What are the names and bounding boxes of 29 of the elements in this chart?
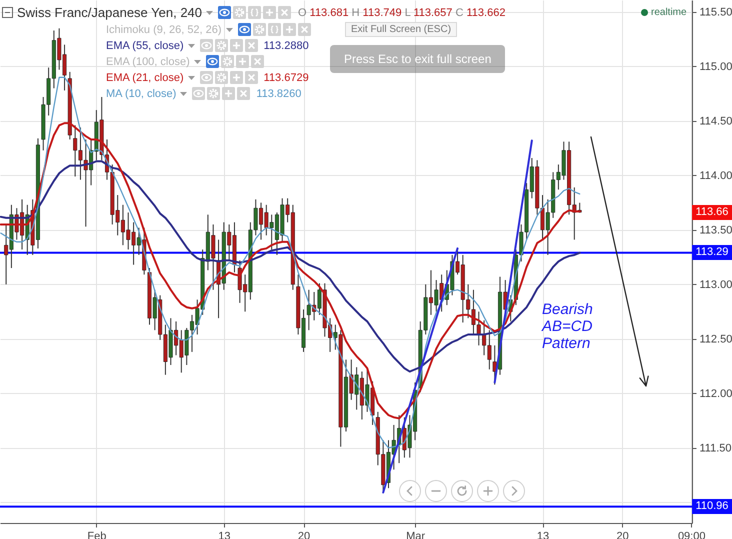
y-tick-label: 114.50 (700, 115, 732, 128)
text: 113.66 (692, 204, 732, 220)
y-tick-label: 113.50 (700, 224, 732, 236)
y-tick-label: 114.00 (700, 170, 732, 182)
text: MA (10, close) (106, 88, 176, 100)
chart-title: Swiss Franc/Japanese Yen, 240 (17, 5, 202, 20)
annotation: EMA (100, close) (106, 56, 190, 68)
annotation: Press Esc to exit full screen (330, 45, 506, 73)
y-tick-label: 113.00 (700, 278, 732, 291)
text: 110.96 (692, 499, 732, 514)
annotation: 113.8260 (256, 88, 302, 100)
annotation: realtime (651, 7, 687, 18)
y-tick-label: 115.00 (700, 60, 732, 73)
line-series (382, 247, 459, 494)
annotation: Ichimoku (9, 26, 52, 26) (106, 24, 222, 36)
y-tick-label: 111.50 (700, 442, 732, 454)
annotation: Exit Full Screen (ESC) (345, 22, 458, 37)
text: 113.29 (692, 245, 732, 260)
line-series (494, 140, 533, 384)
text: EMA (21, close) (106, 72, 184, 84)
y-tick-label: 112.00 (700, 388, 732, 400)
y-tick-label: 112.50 (700, 333, 732, 346)
text: EMA (55, close) (106, 40, 184, 52)
annotation: 113.6729 (264, 72, 309, 84)
candlestick (492, 344, 497, 386)
annotation: Bearish AB=CD Pattern (542, 301, 594, 352)
y-tick-label: 115.50 (700, 6, 732, 18)
annotation: 113.2880 (264, 40, 309, 52)
text: O 113.681 H 113.749 L 113.657 C 113.662 (298, 6, 506, 18)
